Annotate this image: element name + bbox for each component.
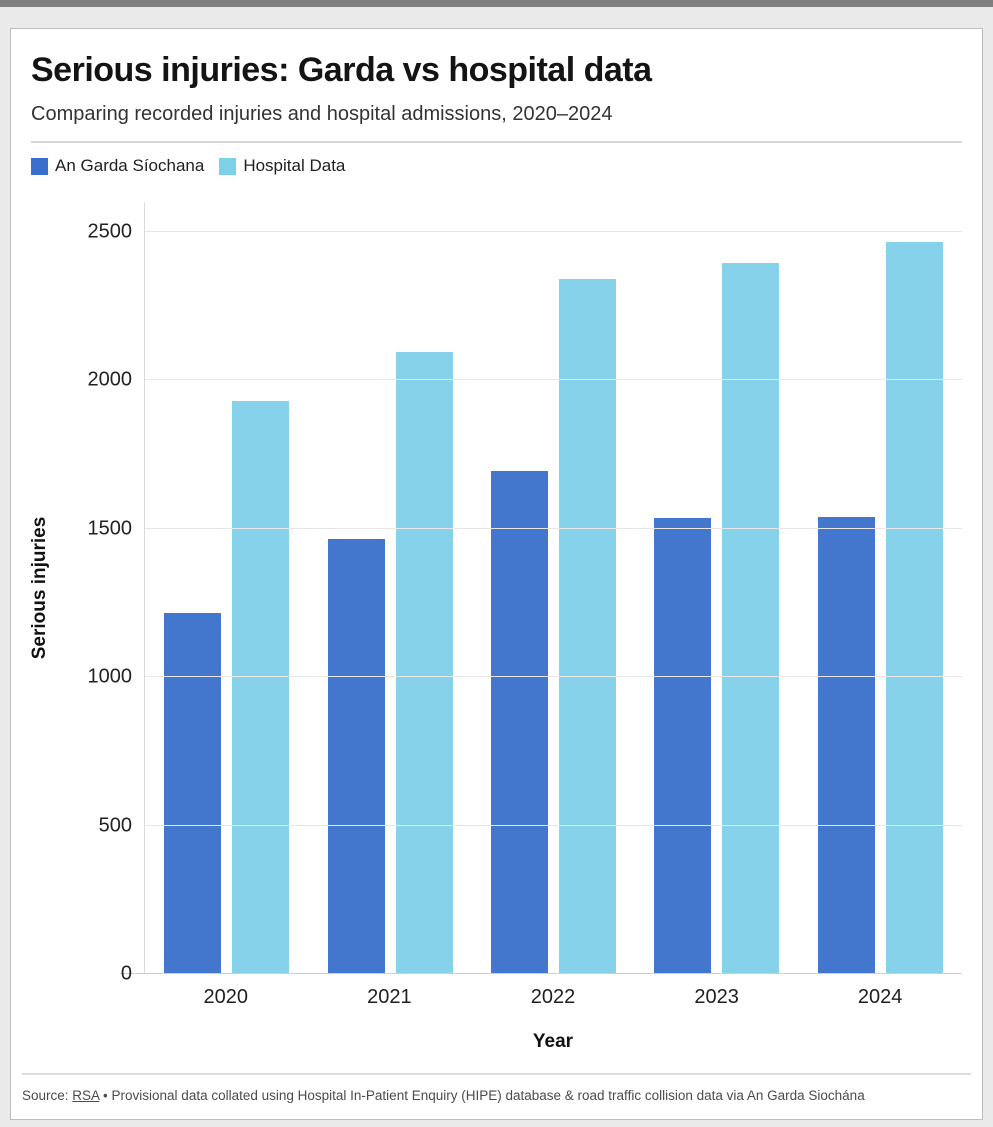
bar-hospital-data-2020[interactable]: [232, 401, 290, 975]
bar-an-garda-s-ochana-2023[interactable]: [654, 518, 712, 975]
y-tick-label: 0: [120, 962, 132, 985]
y-tick-label: 1500: [87, 517, 133, 540]
footer-divider: [22, 1073, 971, 1076]
legend-item: An Garda Síochana: [31, 156, 204, 176]
legend-item: Hospital Data: [219, 156, 345, 176]
bar-an-garda-s-ochana-2020[interactable]: [164, 613, 222, 975]
x-axis-baseline: [120, 973, 962, 975]
bars-row: [145, 202, 962, 975]
footer: Source: RSA • Provisional data collated …: [11, 1073, 982, 1119]
footer-note: Provisional data collated using Hospital…: [111, 1088, 865, 1104]
footer-separator: •: [99, 1088, 112, 1104]
x-tick-label: 2023: [694, 986, 739, 1009]
bar-hospital-data-2021[interactable]: [395, 352, 453, 975]
bar-group-2022: [472, 202, 635, 975]
x-axis-title: Year: [532, 1031, 574, 1053]
top-strip: [0, 0, 993, 7]
bar-hospital-data-2023[interactable]: [722, 262, 780, 975]
bar-hospital-data-2024[interactable]: [885, 242, 943, 975]
footer-text: Source: RSA • Provisional data collated …: [22, 1087, 971, 1105]
x-labels-row: 2020 2021 2022 2023 2024: [144, 986, 962, 1009]
bar-an-garda-s-ochana-2024[interactable]: [817, 516, 875, 975]
gridline: [145, 379, 962, 381]
chart-subtitle: Comparing recorded injuries and hospital…: [31, 103, 613, 126]
y-tick-label: 2000: [87, 368, 133, 391]
x-tick-label: 2021: [367, 986, 412, 1009]
x-tick-label: 2020: [203, 986, 249, 1009]
legend: An Garda Síochana Hospital Data: [31, 156, 962, 176]
chart-card: Serious injuries: Garda vs hospital data…: [10, 28, 983, 1120]
y-tick-label: 1000: [87, 665, 133, 688]
legend-swatch-icon: [31, 157, 48, 175]
bar-an-garda-s-ochana-2022[interactable]: [491, 470, 549, 975]
bar-chart: Serious injuries 0 500 1000 1500 2000 2500 20…: [29, 202, 962, 1053]
source-label: Source:: [22, 1088, 73, 1104]
header-divider: [31, 141, 962, 144]
y-tick-label: 2500: [87, 220, 133, 243]
gridline: [145, 230, 962, 232]
bar-group-2020: [145, 202, 308, 975]
legend-label: An Garda Síochana: [55, 156, 205, 176]
chart-title: Serious injuries: Garda vs hospital data: [31, 51, 652, 89]
bar-group-2021: [308, 202, 471, 975]
x-tick-label: 2022: [530, 986, 576, 1009]
gridline: [145, 824, 962, 826]
x-tick-label: 2024: [857, 986, 903, 1009]
bar-hospital-data-2022[interactable]: [559, 279, 617, 975]
y-axis-title: Serious injuries: [29, 516, 50, 660]
plot-area: Serious injuries 0 500 1000 1500 2000 2500: [29, 202, 962, 985]
gridline: [145, 527, 962, 529]
gridline: [145, 676, 962, 678]
legend-swatch-icon: [219, 157, 237, 175]
y-tick-label: 500: [98, 814, 132, 837]
legend-label: Hospital Data: [243, 156, 346, 176]
bar-group-2024: [799, 202, 962, 975]
bar-group-2023: [635, 202, 798, 975]
source-link[interactable]: RSA: [72, 1088, 100, 1104]
bar-an-garda-s-ochana-2021[interactable]: [327, 539, 385, 975]
